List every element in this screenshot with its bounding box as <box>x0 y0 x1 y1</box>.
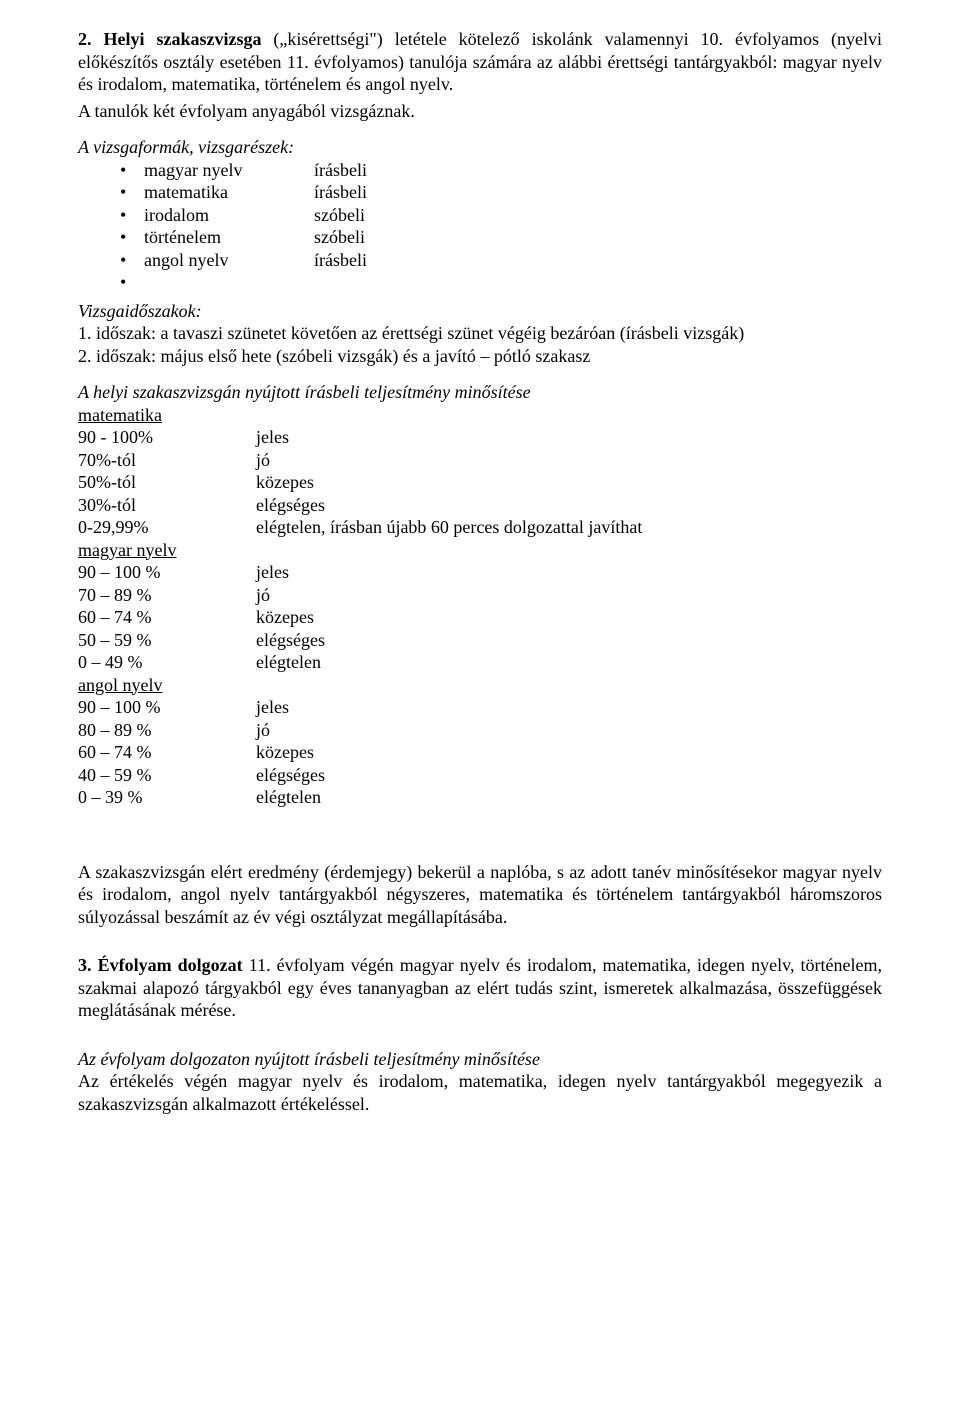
grade: jó <box>256 449 882 472</box>
grade: jeles <box>256 696 882 719</box>
period-2: 2. időszak: május első hete (szóbeli viz… <box>78 345 882 368</box>
mode-label: írásbeli <box>314 181 882 204</box>
table-row: 90 - 100%jeles <box>78 426 882 449</box>
list-item: • <box>78 271 882 294</box>
table-row: 40 – 59 %elégséges <box>78 764 882 787</box>
pct: 30%-tól <box>78 494 256 517</box>
grading-title: A helyi szakaszvizsgán nyújtott írásbeli… <box>78 381 882 404</box>
list-item: • magyar nyelv írásbeli <box>78 159 882 182</box>
grade: közepes <box>256 606 882 629</box>
pct: 80 – 89 % <box>78 719 256 742</box>
grade: elégtelen, írásban újabb 60 perces dolgo… <box>256 516 882 539</box>
mode-label: szóbeli <box>314 226 882 249</box>
grade: közepes <box>256 741 882 764</box>
table-row: 60 – 74 %közepes <box>78 606 882 629</box>
table-row: 0-29,99%elégtelen, írásban újabb 60 perc… <box>78 516 882 539</box>
grade: elégséges <box>256 764 882 787</box>
pct: 0 – 39 % <box>78 786 256 809</box>
list-item: • matematika írásbeli <box>78 181 882 204</box>
grade: elégtelen <box>256 786 882 809</box>
pct: 60 – 74 % <box>78 606 256 629</box>
pct: 50%-tól <box>78 471 256 494</box>
bullet-icon: • <box>120 249 144 272</box>
table-row: 60 – 74 %közepes <box>78 741 882 764</box>
grade: elégséges <box>256 494 882 517</box>
pct: 70 – 89 % <box>78 584 256 607</box>
list-item: • angol nyelv írásbeli <box>78 249 882 272</box>
period-1: 1. időszak: a tavaszi szünetet követően … <box>78 322 882 345</box>
table-row: 0 – 49 %elégtelen <box>78 651 882 674</box>
grade: elégtelen <box>256 651 882 674</box>
grading-math-table: 90 - 100%jeles 70%-tóljó 50%-tólközepes … <box>78 426 882 539</box>
grade: elégséges <box>256 629 882 652</box>
subject-label: matematika <box>144 181 314 204</box>
subject-label: angol nyelv <box>144 249 314 272</box>
grading-hungarian-table: 90 – 100 %jeles 70 – 89 %jó 60 – 74 %köz… <box>78 561 882 674</box>
grade: jeles <box>256 426 882 449</box>
grade: jó <box>256 584 882 607</box>
table-row: 30%-tólelégséges <box>78 494 882 517</box>
pct: 0-29,99% <box>78 516 256 539</box>
bullet-icon: • <box>120 159 144 182</box>
pct: 40 – 59 % <box>78 764 256 787</box>
grade: jó <box>256 719 882 742</box>
yearwork-title: Az évfolyam dolgozaton nyújtott írásbeli… <box>78 1048 882 1071</box>
pct: 0 – 49 % <box>78 651 256 674</box>
paragraph-intro-line2: A tanulók két évfolyam anyagából vizsgáz… <box>78 100 882 123</box>
bullet-icon: • <box>120 226 144 249</box>
list-item: • történelem szóbeli <box>78 226 882 249</box>
table-row: 70%-tóljó <box>78 449 882 472</box>
table-row: 90 – 100 %jeles <box>78 561 882 584</box>
table-row: 50 – 59 %elégséges <box>78 629 882 652</box>
exam-forms-list: • magyar nyelv írásbeli • matematika írá… <box>78 159 882 294</box>
pct: 50 – 59 % <box>78 629 256 652</box>
yearwork-body: Az értékelés végén magyar nyelv és iroda… <box>78 1070 882 1115</box>
periods-title: Vizsgaidőszakok: <box>78 300 882 323</box>
mode-label: szóbeli <box>314 204 882 227</box>
mode-label: írásbeli <box>314 249 882 272</box>
grading-math-title: matematika <box>78 404 882 427</box>
list-item: • irodalom szóbeli <box>78 204 882 227</box>
subject-label: történelem <box>144 226 314 249</box>
mode-label: írásbeli <box>314 159 882 182</box>
grading-english-table: 90 – 100 %jeles 80 – 89 %jó 60 – 74 %köz… <box>78 696 882 809</box>
pct: 60 – 74 % <box>78 741 256 764</box>
subject-label: irodalom <box>144 204 314 227</box>
paragraph-section-3: 3. Évfolyam dolgozat 11. évfolyam végén … <box>78 954 882 1022</box>
bullet-icon: • <box>120 181 144 204</box>
table-row: 80 – 89 %jó <box>78 719 882 742</box>
paragraph-weighting: A szakaszvizsgán elért eredmény (érdemje… <box>78 861 882 929</box>
table-row: 0 – 39 %elégtelen <box>78 786 882 809</box>
section-number-3: 3. Évfolyam dolgozat <box>78 955 243 975</box>
table-row: 90 – 100 %jeles <box>78 696 882 719</box>
pct: 90 – 100 % <box>78 561 256 584</box>
bullet-icon: • <box>120 204 144 227</box>
table-row: 50%-tólközepes <box>78 471 882 494</box>
grade: közepes <box>256 471 882 494</box>
subject-label: magyar nyelv <box>144 159 314 182</box>
grading-hungarian-title: magyar nyelv <box>78 539 882 562</box>
pct: 90 – 100 % <box>78 696 256 719</box>
pct: 90 - 100% <box>78 426 256 449</box>
grade: jeles <box>256 561 882 584</box>
section-number-2: 2. Helyi szakaszvizsga <box>78 29 261 49</box>
grading-english-title: angol nyelv <box>78 674 882 697</box>
paragraph-intro: 2. Helyi szakaszvizsga („kisérettségi") … <box>78 28 882 96</box>
exam-forms-title: A vizsgaformák, vizsgarészek: <box>78 136 882 159</box>
table-row: 70 – 89 %jó <box>78 584 882 607</box>
bullet-icon: • <box>120 271 144 294</box>
pct: 70%-tól <box>78 449 256 472</box>
